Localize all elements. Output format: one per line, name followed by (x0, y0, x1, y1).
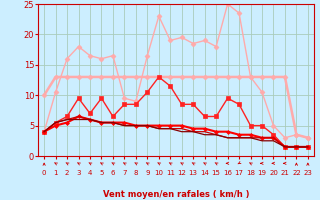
X-axis label: Vent moyen/en rafales ( km/h ): Vent moyen/en rafales ( km/h ) (103, 190, 249, 199)
